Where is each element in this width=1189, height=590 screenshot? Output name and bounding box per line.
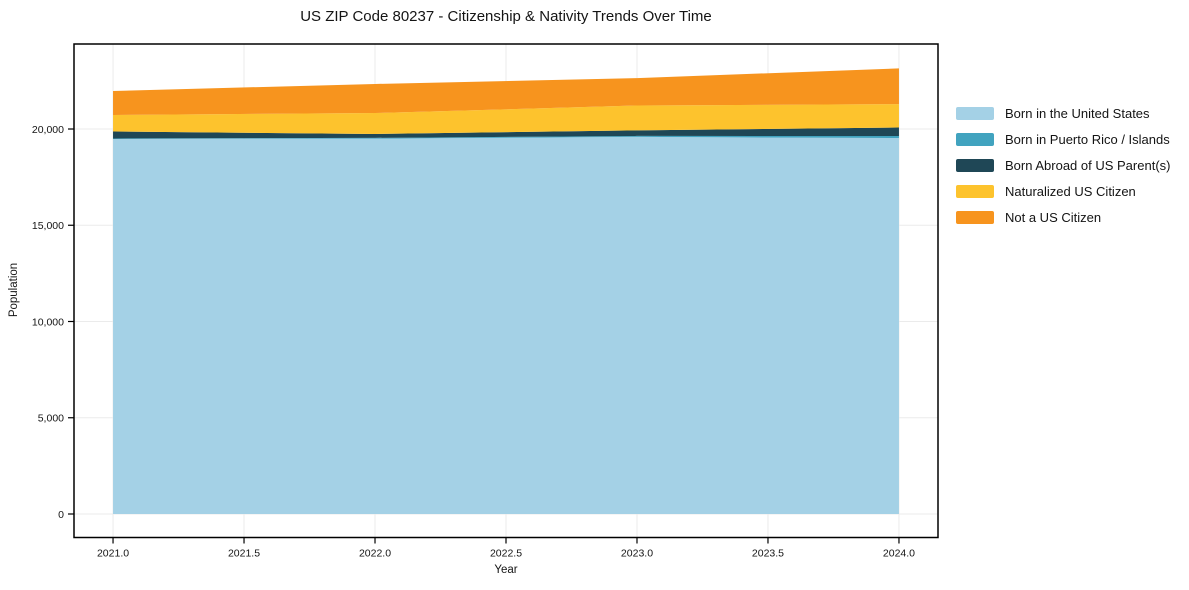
- legend-label: Naturalized US Citizen: [1005, 183, 1136, 199]
- area-born-in-puerto-rico-islands: [113, 135, 899, 140]
- legend-label: Not a US Citizen: [1005, 209, 1102, 225]
- legend-swatch-icon: [956, 132, 994, 146]
- legend: Born in the United States Born in Puerto …: [956, 100, 1170, 230]
- legend-item-not-a-us-citizen: Not a US Citizen: [956, 204, 1170, 230]
- x-tick-label: 2023.5: [752, 548, 784, 560]
- legend-swatch-icon: [956, 106, 994, 120]
- x-axis-title: Year: [494, 564, 518, 576]
- legend-item-born-abroad-of-us-parent-s: Born Abroad of US Parent(s): [956, 152, 1170, 178]
- y-tick-label: 10,000: [32, 316, 64, 328]
- area-born-abroad-of-us-parent-s: [113, 127, 899, 139]
- area-naturalized-us-citizen: [113, 104, 899, 135]
- area-not-a-us-citizen: [113, 68, 899, 115]
- x-tick-label: 2022.5: [490, 548, 522, 560]
- legend-item-born-in-puerto-rico-islands: Born in Puerto Rico / Islands: [956, 126, 1170, 152]
- legend-item-born-in-the-united-states: Born in the United States: [956, 100, 1170, 126]
- legend-label: Born Abroad of US Parent(s): [1005, 157, 1171, 173]
- x-tick-label: 2022.0: [359, 548, 391, 560]
- y-tick-label: 20,000: [32, 124, 64, 136]
- x-tick-label: 2023.0: [621, 548, 653, 560]
- legend-label: Born in the United States: [1005, 105, 1150, 121]
- y-tick-label: 0: [58, 509, 64, 521]
- legend-swatch-icon: [956, 158, 994, 172]
- chart-title: US ZIP Code 80237 - Citizenship & Nativi…: [300, 8, 712, 25]
- x-tick-label: 2021.5: [228, 548, 260, 560]
- area-born-in-the-united-states: [113, 136, 899, 514]
- legend-swatch-icon: [956, 184, 994, 198]
- legend-label: Born in Puerto Rico / Islands: [1005, 131, 1170, 147]
- legend-swatch-icon: [956, 210, 994, 224]
- legend-item-naturalized-us-citizen: Naturalized US Citizen: [956, 178, 1170, 204]
- x-tick-label: 2024.0: [883, 548, 915, 560]
- y-tick-label: 5,000: [38, 413, 64, 425]
- x-tick-label: 2021.0: [97, 548, 129, 560]
- y-tick-label: 15,000: [32, 220, 64, 232]
